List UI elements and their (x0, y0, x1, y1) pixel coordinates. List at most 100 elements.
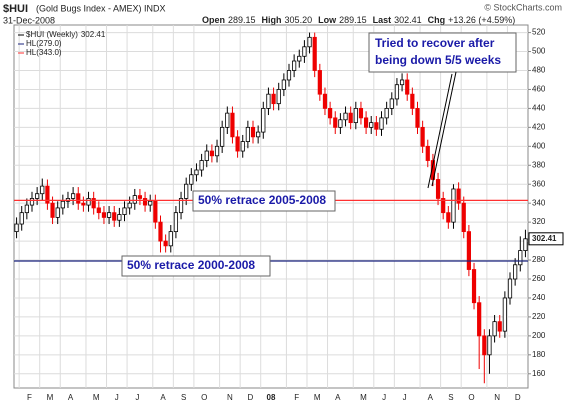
candle-body (106, 212, 112, 218)
candle-body (502, 297, 507, 332)
candle-body (394, 84, 400, 100)
y-tick-label: 240 (532, 293, 546, 302)
x-tick-label: M (47, 393, 54, 402)
y-tick-label: 320 (532, 217, 546, 226)
stat-value: +13.26 (+4.59%) (448, 15, 515, 25)
candle-body (204, 150, 209, 161)
y-tick-label: 480 (532, 66, 546, 75)
y-tick-label: 340 (532, 198, 546, 207)
candle-body (441, 198, 446, 214)
candle-body (168, 231, 173, 247)
candle-body (45, 185, 50, 204)
x-tick-label: A (68, 393, 74, 402)
candle-body (153, 200, 158, 223)
legend-entry: $HUI (Weekly) 302.41 (26, 30, 106, 39)
annotation: being down 5/5 weeks (375, 53, 501, 67)
stat-label: Low (318, 15, 337, 25)
x-tick-label: O (468, 393, 474, 402)
candle-body (405, 79, 410, 95)
x-tick-label: A (335, 393, 341, 402)
candle-body (328, 108, 333, 119)
stat-label: Chg (428, 15, 446, 25)
candle-body (96, 207, 101, 214)
y-tick-label: 460 (532, 85, 546, 94)
candle-body (317, 70, 322, 95)
stat-label: High (262, 15, 282, 25)
x-tick-label: O (201, 393, 207, 402)
x-tick-label: N (494, 393, 500, 402)
x-tick-label: F (294, 393, 299, 402)
candle-body (353, 108, 358, 124)
x-tick-label: D (248, 393, 254, 402)
stat-value: 302.41 (394, 15, 422, 25)
stat-label: Last (373, 15, 392, 25)
candle-body (507, 278, 513, 299)
candle-body (322, 93, 328, 109)
last-price-tag (528, 232, 564, 246)
candle-body (86, 198, 91, 206)
candle-body (184, 183, 189, 199)
stat-value: 305.20 (285, 15, 313, 25)
candle-body (132, 195, 137, 204)
x-tick-label: S (181, 393, 186, 402)
candle-body (50, 202, 55, 218)
candle-body (348, 112, 353, 124)
candle-body (173, 212, 179, 233)
x-tick-label: N (227, 393, 233, 402)
candle-body (240, 141, 245, 152)
annotation: 50% retrace 2005-2008 (198, 193, 326, 207)
candle-body (91, 198, 96, 209)
candle-body (35, 193, 40, 199)
candle-body (261, 108, 266, 133)
candle-body (369, 122, 374, 128)
candle-body (117, 214, 122, 221)
candle-body (333, 117, 338, 128)
candle-body (307, 36, 312, 48)
candle-body (81, 202, 86, 206)
y-tick-label: 380 (532, 160, 546, 169)
legend-entry: HL(343.0) (26, 48, 62, 57)
y-tick-label: 420 (532, 122, 546, 131)
candle-body (312, 36, 317, 71)
candle-body (286, 70, 292, 81)
candle-body (122, 207, 127, 215)
candle-body (513, 264, 518, 280)
candle-body (497, 321, 502, 332)
candle-body (477, 302, 482, 337)
x-tick-label: M (314, 393, 321, 402)
y-tick-label: 200 (532, 331, 546, 340)
candle-body (24, 204, 29, 214)
stat-label: Open (202, 15, 225, 25)
candle-body (245, 126, 250, 142)
x-tick-label: F (27, 393, 32, 402)
candle-body (276, 89, 281, 105)
candle-body (209, 150, 214, 157)
candle-body (19, 212, 24, 225)
symbol: $HUI (3, 3, 28, 15)
candle-body (297, 55, 302, 62)
x-tick-label: A (160, 393, 166, 402)
candle-body (230, 112, 235, 138)
date: 31-Dec-2008 (3, 15, 55, 25)
x-tick-label: D (515, 393, 521, 402)
candle-body (518, 250, 523, 266)
candle-body (425, 145, 430, 161)
last-price-label: 302.41 (532, 234, 557, 243)
stats: Open 289.15 High 305.20 Low 289.15 Last 302.41 C… (202, 15, 515, 25)
candle-body (482, 335, 487, 356)
candle-body (471, 269, 477, 304)
x-tick-label: 08 (267, 393, 276, 402)
candle-body (101, 212, 107, 218)
annotation-box (121, 255, 271, 277)
candle-body (71, 193, 76, 199)
candle-body (235, 136, 240, 152)
x-tick-label: J (382, 393, 386, 402)
candle-body (271, 93, 276, 105)
candle-body (14, 223, 19, 233)
x-tick-label: S (448, 393, 453, 402)
x-tick-label: J (403, 393, 407, 402)
x-tick-label: J (115, 393, 119, 402)
candle-body (194, 169, 199, 176)
candle-body (420, 126, 425, 147)
y-tick-label: 440 (532, 104, 546, 113)
